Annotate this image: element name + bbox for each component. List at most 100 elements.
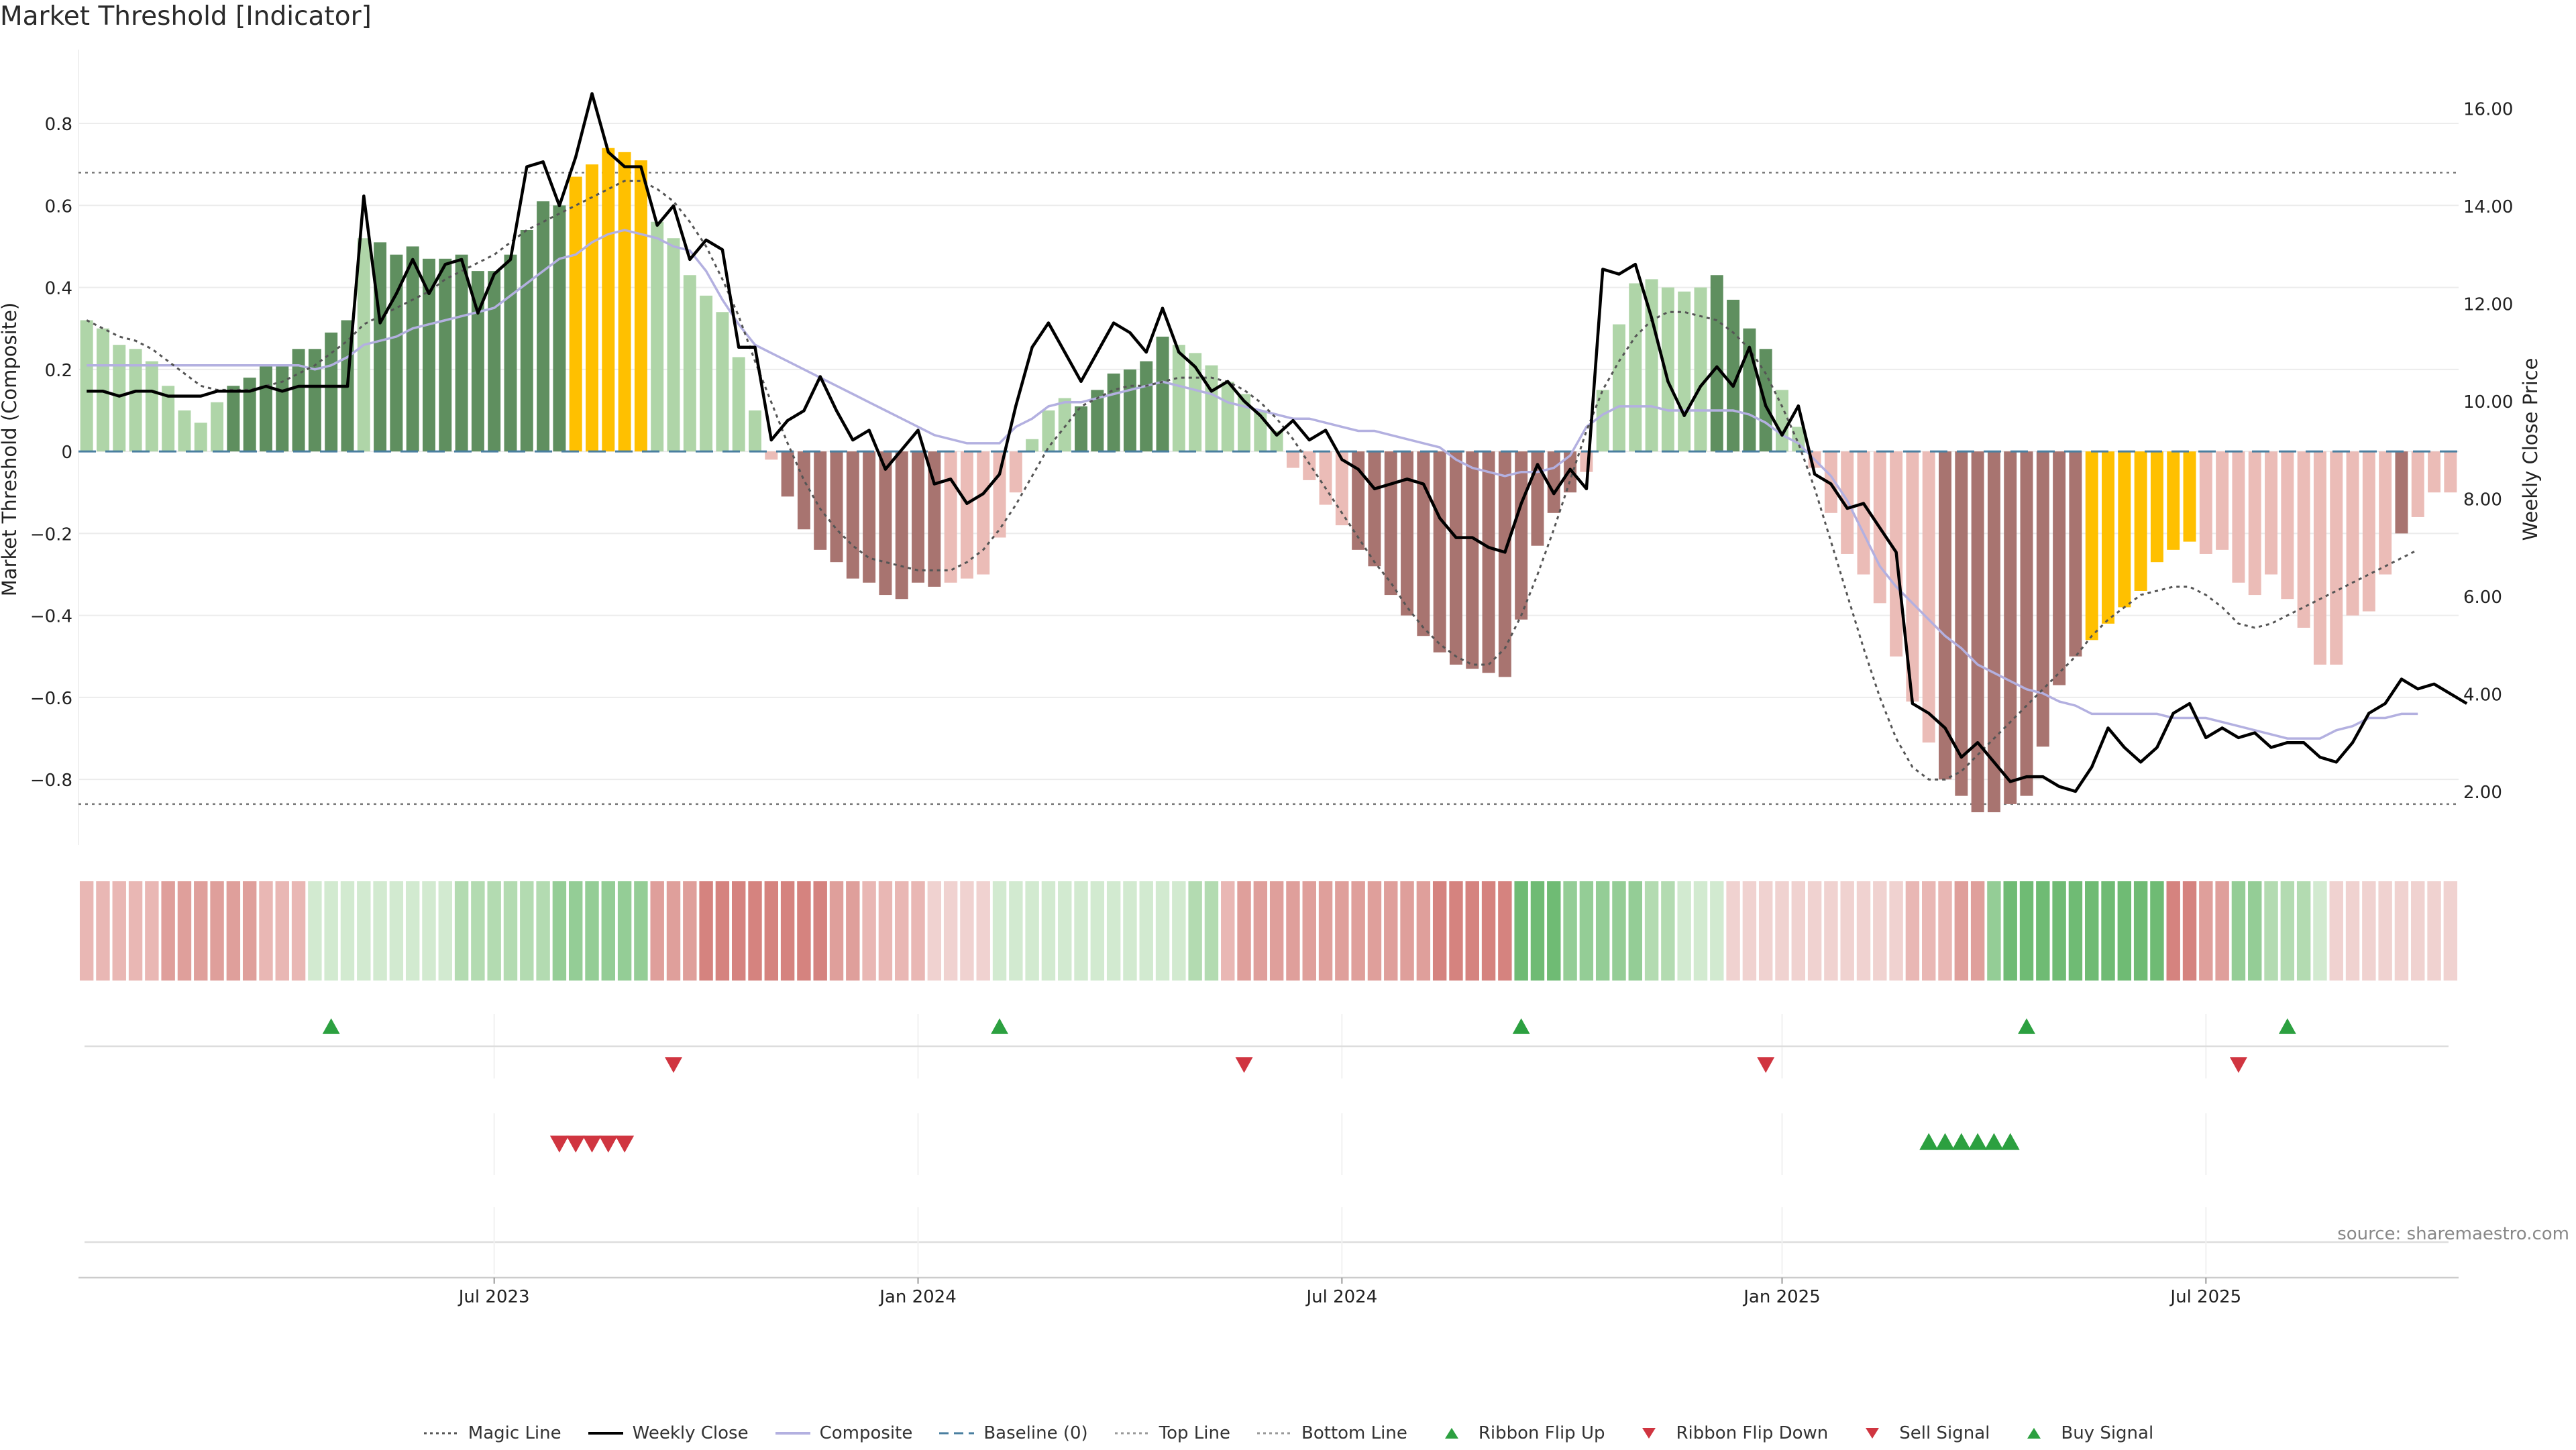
bar [1629,283,1642,452]
bar [1303,451,1316,480]
bar [569,176,582,452]
bar [1466,451,1479,669]
ribbon-cell [1106,881,1121,981]
left-axis: 0.8 0.6 0.4 0.2 0 −0.2 −0.4 −0.6 −0.8 [30,115,72,791]
bar [797,451,810,530]
bar [1939,451,1951,780]
bar [1352,451,1365,550]
ribbon-cell [1269,881,1284,981]
bar [2199,451,2212,554]
bar [2395,451,2408,534]
buy-signal-marker [1984,1133,2004,1150]
ribbon-flip-panel [85,1014,2449,1078]
bar [2053,451,2066,685]
bar [1971,451,1984,813]
y-right-tick-label: 2.00 [2463,783,2502,803]
ribbon-cell [862,881,876,981]
bar [2020,451,2033,796]
ribbon-cell [748,881,762,981]
ribbon-cell [1123,881,1137,981]
bar [113,345,126,452]
ribbon-cell [2003,881,2017,981]
bar [2428,451,2441,493]
bar [1172,345,1185,452]
y-right-tick-label: 10.00 [2463,392,2513,412]
ribbon-cell [1286,881,1300,981]
bar [2085,451,2098,640]
source-note: source: sharemaestro.com [2337,1224,2569,1244]
ribbon-cell [1547,881,1561,981]
bar [259,365,272,452]
ribbon-cell [1628,881,1642,981]
ribbon-flip-down-marker [2229,1057,2247,1073]
y-right-tick-label: 16.00 [2463,99,2513,119]
ribbon-cell [1351,881,1365,981]
buy-signal-marker [1919,1133,1939,1150]
ribbon-cell [1058,881,1072,981]
bar [2379,451,2392,575]
bar [1042,410,1055,452]
legend-swatch [939,1432,975,1435]
ribbon-cell [1726,881,1740,981]
ribbon-cell [357,881,371,981]
ribbon-flip-up-marker [1512,1018,1530,1034]
bar [423,258,435,452]
bar [276,365,289,452]
ribbon-cell [1335,881,1349,981]
legend-label: Magic Line [468,1423,561,1443]
bar [1449,451,1462,665]
ribbon-cell [715,881,730,981]
ribbon-cell [2019,881,2034,981]
ribbon-cell [1579,881,1594,981]
x-tick-label: Jan 2024 [878,1287,957,1307]
bar [1026,439,1039,452]
bar [1417,451,1430,636]
ribbon-cell [1970,881,1985,981]
ribbon-cell [291,881,306,981]
bar [1547,451,1560,513]
y-right-tick-label: 4.00 [2463,685,2502,705]
ribbon-cell [2443,881,2458,981]
ribbon-cell [1856,881,1871,981]
bar [2313,451,2326,665]
ribbon-cell [2394,881,2409,981]
bar [2248,451,2261,596]
bar [977,451,990,575]
ribbon-cell [1074,881,1088,981]
ribbon-flip-up-marker [322,1018,340,1034]
bar [2004,451,2017,804]
bar [1401,451,1414,616]
bar [1238,394,1251,452]
composite-bars [80,148,2457,813]
x-tick-label: Jul 2023 [458,1287,530,1307]
legend-swatch [1444,1428,1458,1439]
legend-item: Sell Signal [1854,1423,1990,1443]
ribbon-cell [308,881,322,981]
y-tick-label: 0 [61,443,72,463]
ribbon-cell [1318,881,1333,981]
bar [1058,398,1071,452]
bar [1906,451,1919,702]
ribbon-cell [911,881,925,981]
right-axis: 16.00 14.00 12.00 10.00 8.00 6.00 4.00 2.00 [2463,99,2513,803]
bar [1645,279,1658,452]
ribbon-strip [79,881,2458,981]
bar [2150,451,2163,563]
ribbon-cell [405,881,420,981]
ribbon-cell [846,881,860,981]
y-axis-label-right: Weekly Close Price [2519,358,2542,541]
bar [1140,361,1153,452]
chart-title: Market Threshold [Indicator] [0,1,372,32]
ribbon-cell [1644,881,1659,981]
bar [732,357,745,452]
ribbon-cell [650,881,664,981]
ribbon-cell [1758,881,1773,981]
bar [928,451,941,587]
ribbon-cell [1221,881,1235,981]
bar [1824,451,1837,513]
ribbon-cell [1302,881,1316,981]
bar [1286,451,1299,468]
bar [765,451,778,460]
ribbon-cell [1742,881,1757,981]
ribbon-cell [666,881,681,981]
